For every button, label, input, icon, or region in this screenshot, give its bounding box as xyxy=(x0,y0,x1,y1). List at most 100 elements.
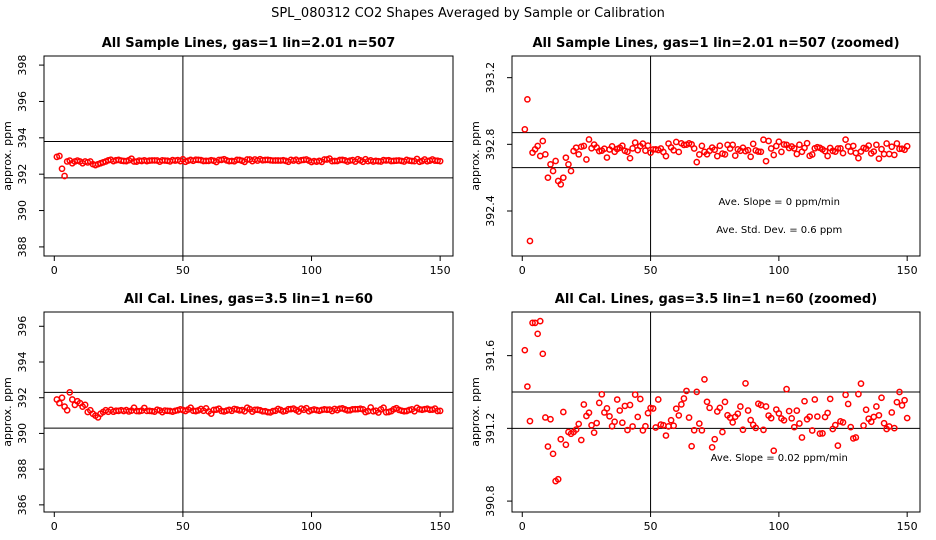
data-point xyxy=(824,409,831,417)
data-point xyxy=(788,414,796,422)
data-point xyxy=(598,390,606,398)
plot-frame xyxy=(43,55,454,257)
data-point xyxy=(790,423,798,431)
data-point xyxy=(793,407,801,415)
data-point xyxy=(652,424,660,431)
data-point xyxy=(634,413,642,421)
data-point xyxy=(775,138,783,146)
data-point xyxy=(875,411,883,419)
data-point xyxy=(793,150,801,158)
data-point xyxy=(893,398,901,406)
data-point xyxy=(436,157,444,165)
y-axis-label: approx. ppm xyxy=(469,121,482,191)
data-point xyxy=(593,419,601,427)
data-point xyxy=(803,139,811,147)
data-point xyxy=(590,429,598,437)
data-point xyxy=(716,404,724,412)
data-point xyxy=(734,410,742,418)
data-point xyxy=(524,383,531,390)
data-point xyxy=(893,140,901,147)
data-point xyxy=(434,407,441,415)
data-point xyxy=(855,390,862,398)
data-point xyxy=(842,136,849,143)
data-point xyxy=(695,420,703,427)
annotation-text: Ave. Slope = 0.02 ppm/min xyxy=(711,453,848,464)
data-point xyxy=(770,151,778,159)
y-tick-label: 390 xyxy=(16,200,29,221)
data-point xyxy=(816,430,824,438)
data-point xyxy=(626,401,634,409)
data-point xyxy=(542,150,549,158)
x-tick-label: 100 xyxy=(301,264,322,277)
data-point xyxy=(757,148,765,156)
x-tick-label: 100 xyxy=(301,520,322,533)
data-point xyxy=(901,396,908,404)
y-tick-label: 392.4 xyxy=(484,195,497,227)
data-point xyxy=(737,403,744,410)
data-point xyxy=(81,401,89,409)
data-point xyxy=(642,422,649,430)
y-axis-label: approx. ppm xyxy=(469,377,482,447)
plot-frame xyxy=(511,55,921,257)
data-point xyxy=(796,141,803,149)
data-point xyxy=(867,418,875,426)
data-point xyxy=(690,426,698,434)
data-point xyxy=(790,145,798,152)
data-point xyxy=(855,154,862,162)
data-point xyxy=(536,317,544,325)
data-point xyxy=(767,414,775,422)
data-point xyxy=(63,406,71,414)
data-point xyxy=(780,416,788,424)
data-point xyxy=(539,350,547,358)
data-point xyxy=(631,139,639,147)
data-point xyxy=(675,148,683,156)
data-point xyxy=(903,142,911,150)
data-point xyxy=(547,415,554,423)
data-point xyxy=(685,414,693,421)
data-point xyxy=(729,141,737,149)
data-point xyxy=(798,434,806,441)
data-point xyxy=(644,409,652,417)
data-point xyxy=(703,398,711,406)
data-point xyxy=(775,410,783,417)
data-point xyxy=(749,140,757,148)
x-tick-label: 50 xyxy=(644,264,658,277)
data-point xyxy=(824,152,831,160)
data-point xyxy=(552,157,559,165)
data-point xyxy=(572,426,580,433)
y-tick-label: 393.2 xyxy=(484,62,497,94)
x-tick-label: 0 xyxy=(51,264,58,277)
data-point xyxy=(644,142,652,149)
data-point xyxy=(672,405,680,413)
data-point xyxy=(575,420,583,428)
data-point xyxy=(865,142,873,149)
data-point xyxy=(606,412,613,420)
data-point xyxy=(580,401,588,408)
data-point xyxy=(547,160,554,168)
y-tick-label: 390 xyxy=(16,423,29,444)
data-point xyxy=(890,151,898,159)
x-tick-label: 0 xyxy=(519,264,526,277)
data-point xyxy=(762,157,770,165)
y-tick-label: 390.8 xyxy=(484,485,497,517)
data-point xyxy=(588,421,595,429)
data-point xyxy=(878,394,885,402)
data-point xyxy=(58,394,66,402)
data-point xyxy=(608,143,616,150)
data-point xyxy=(785,407,793,415)
data-point xyxy=(783,385,790,393)
data-point xyxy=(860,422,867,429)
annotation-text: Ave. Std. Dev. = 0.6 ppm xyxy=(716,225,842,236)
data-point xyxy=(683,387,690,395)
data-point xyxy=(66,389,74,396)
main-title: SPL_080312 CO2 Shapes Averaged by Sample… xyxy=(271,6,665,21)
annotation-text: Ave. Slope = 0 ppm/min xyxy=(719,197,840,208)
data-point xyxy=(585,136,593,143)
data-point xyxy=(875,155,883,163)
data-point xyxy=(613,396,621,403)
data-point xyxy=(701,376,708,383)
data-point xyxy=(721,398,729,406)
data-point xyxy=(806,413,814,421)
data-point xyxy=(765,137,772,145)
